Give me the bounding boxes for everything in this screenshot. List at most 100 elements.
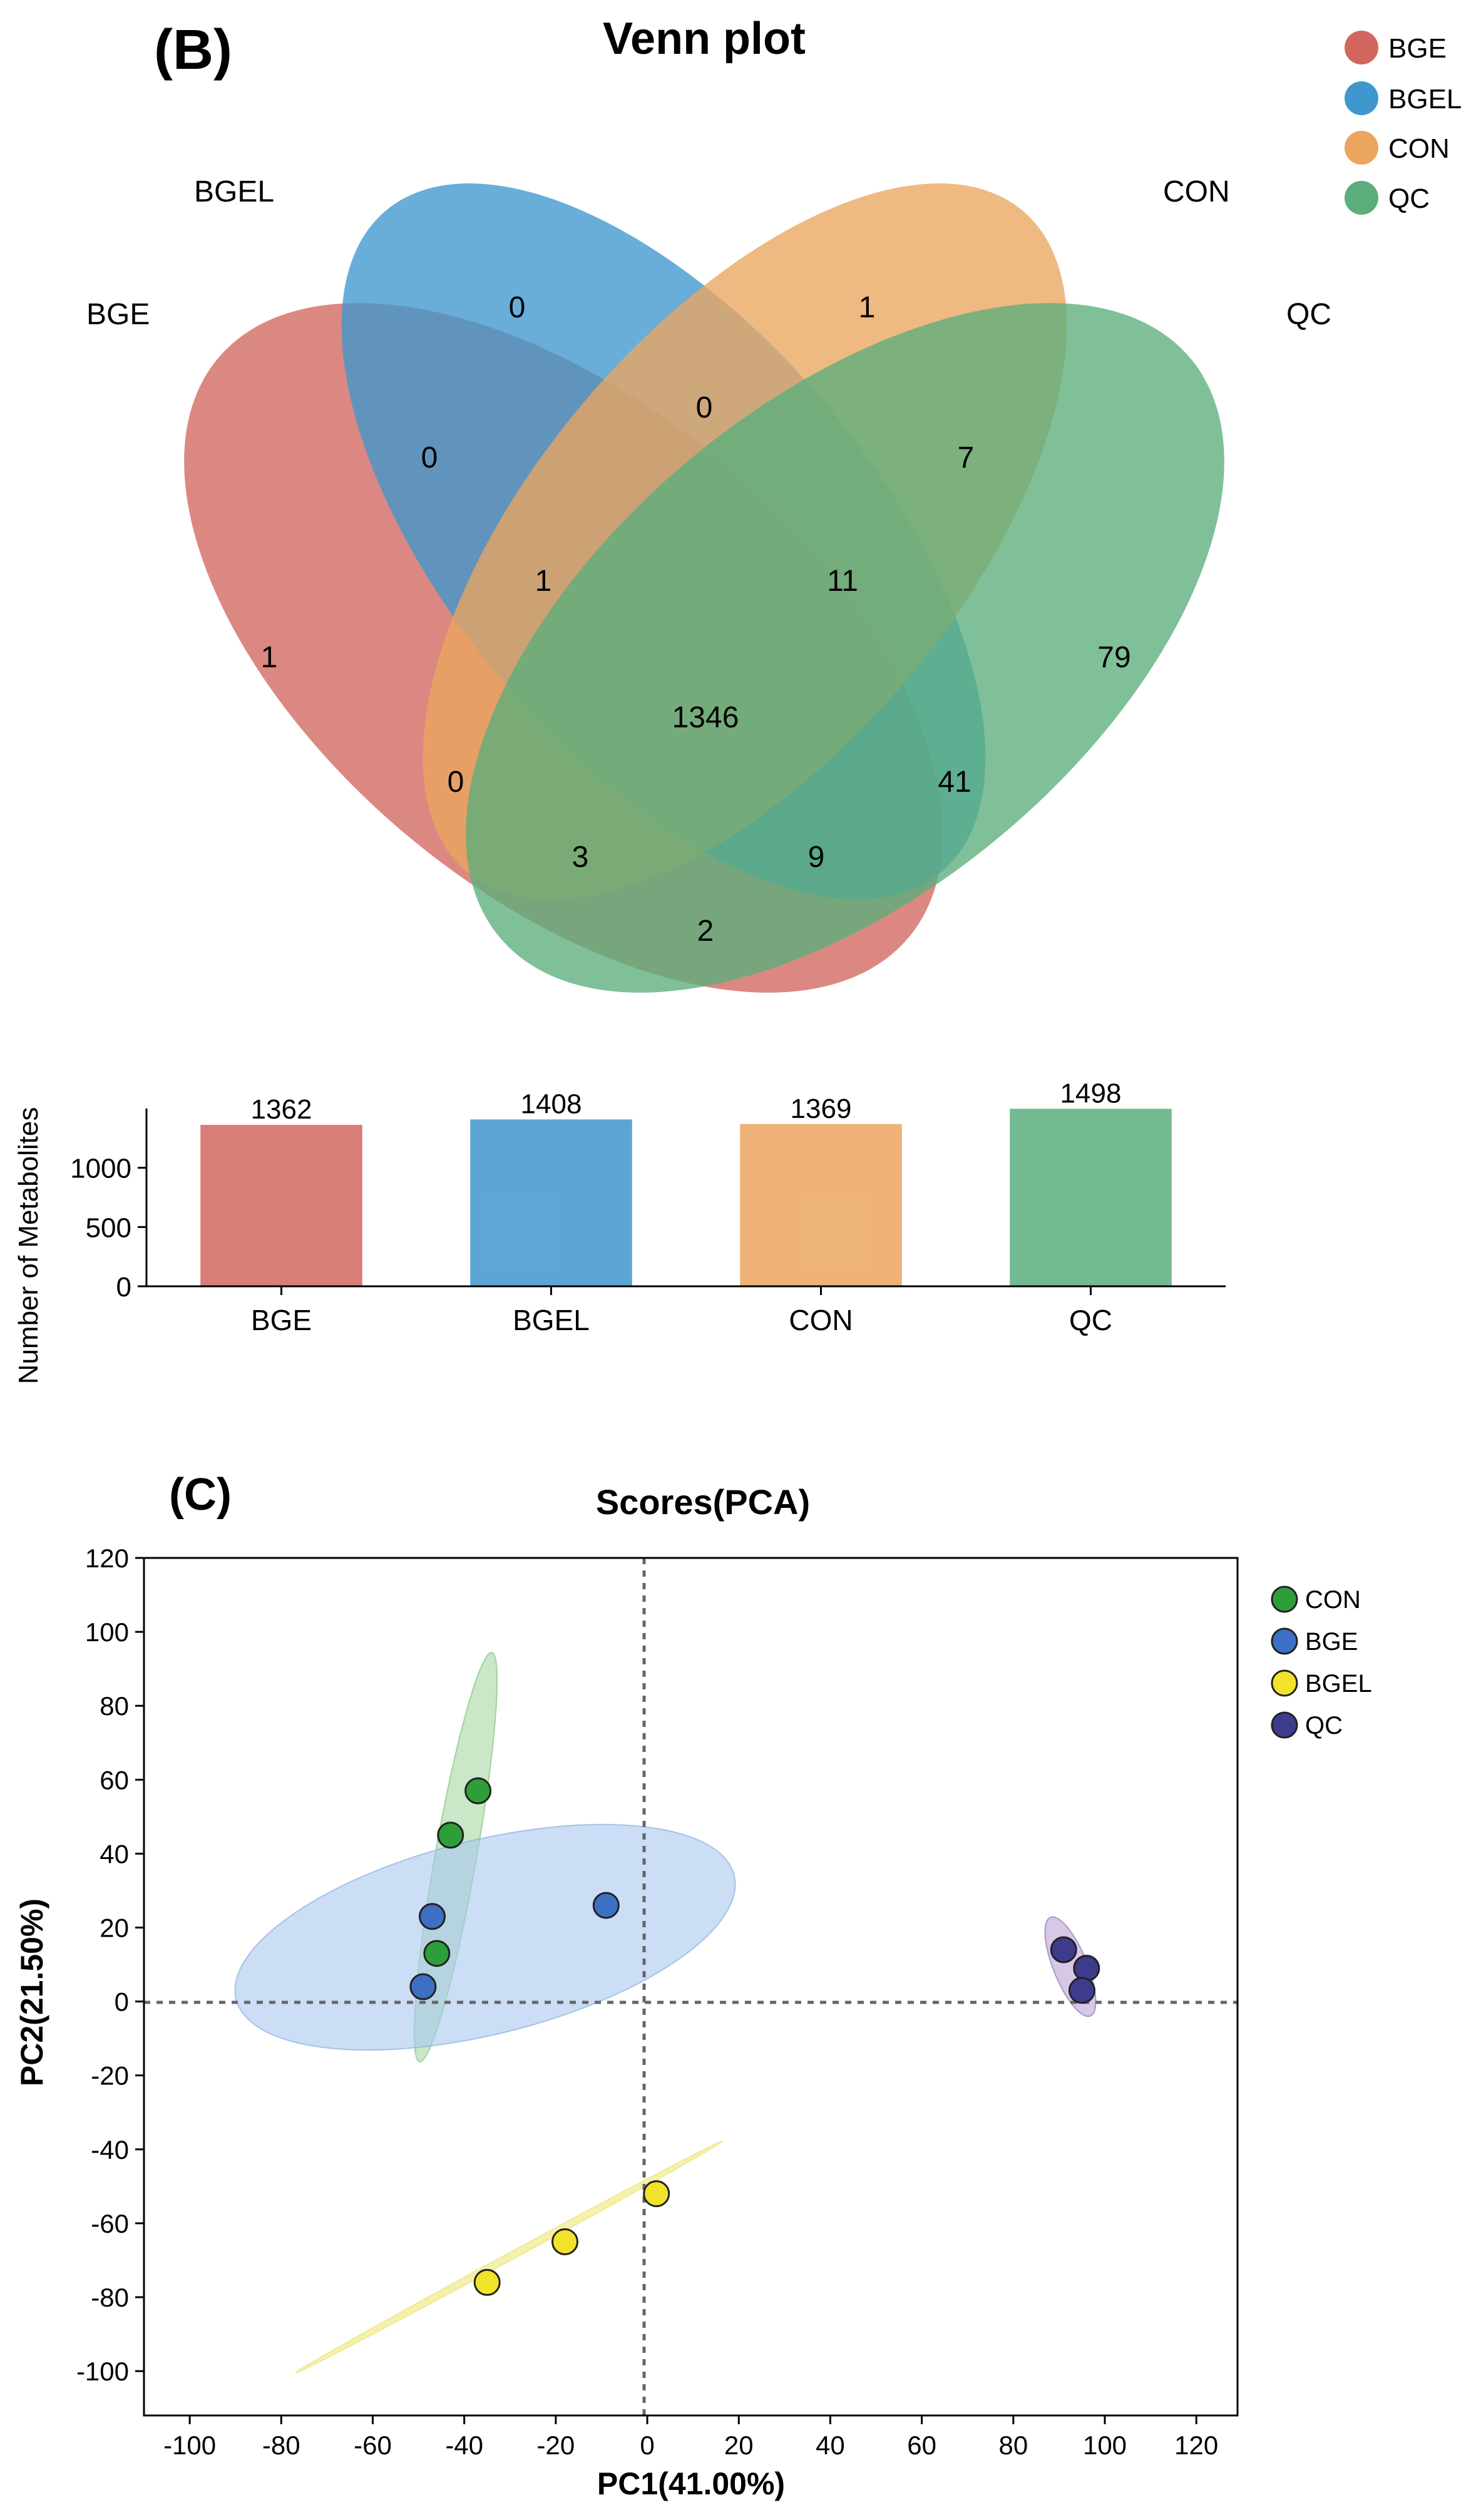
bar-value-label: 1408 [521,1088,582,1119]
pca-point-con [464,1777,492,1805]
venn-region-count: 2 [697,914,714,948]
pca-title: Scores(PCA) [596,1482,810,1522]
pca-y-tick-label: 120 [85,1544,129,1573]
venn-ellipses [184,183,1224,993]
pca-legend-swatch [1271,1669,1298,1697]
bar-y-axis-label: Number of Metabolites [13,1107,44,1385]
pca-legend-label: BGE [1305,1628,1358,1656]
pca-ellipse-bge [234,1823,736,2051]
pca-y-tick-label: 0 [115,1987,129,2017]
pca-y-tick-label: -20 [91,2061,129,2091]
pca-point-con [437,1821,464,1849]
venn-region-count: 1346 [672,701,739,734]
venn-legend-label: QC [1388,183,1430,214]
pca-ellipse-bgel [295,2141,723,2374]
pca-x-tick-label: 120 [1174,2430,1218,2460]
pca-point-bge [409,1973,437,2000]
pca-y-ticks: 120 100 80 60 40 20 0 -20 -40 -60 -80 -100 [76,1544,144,2386]
bar-axes [145,1109,1226,1288]
venn-legend-swatch [1345,31,1378,64]
bar [1010,1109,1172,1286]
bar-value-label: 1362 [251,1094,312,1125]
venn-set-label-bge: BGE [86,298,150,331]
pca-x-axis-label: PC1(41.00%) [597,2466,785,2501]
pca-x-tick-label: -100 [163,2430,216,2460]
venn-region-count: 11 [827,565,858,598]
bar-x-ticks: BGE BGEL CON QC [251,1286,1112,1336]
pca-x-tick-label: -20 [537,2430,575,2460]
pca-y-tick-label: -60 [91,2209,129,2238]
bar [470,1119,632,1286]
pca-x-tick-label: 20 [724,2430,754,2460]
pca-x-tick-label: 0 [640,2430,654,2460]
venn-legend: BGE BGEL CON QC [1345,31,1462,215]
bar-value-label: 1498 [1060,1078,1122,1109]
pca-point-qc [1050,1936,1077,1964]
venn-region-count: 9 [808,841,825,874]
venn-panel-label: (B) [154,19,232,81]
pca-point-bgel [473,2268,501,2296]
pca-x-tick-label: -80 [262,2430,300,2460]
pca-x-tick-label: -40 [445,2430,483,2460]
pca-legend-label: BGEL [1305,1670,1372,1698]
pca-y-axis-label: PC2(21.50%) [14,1898,49,2086]
pca-x-tick-label: 60 [907,2430,936,2460]
venn-title: Venn plot [603,14,806,64]
pca-point-qc [1073,1954,1100,1982]
venn-legend-label: BGE [1388,33,1447,64]
bar-y-tick-label: 500 [86,1212,131,1243]
pca-x-tick-label: 80 [998,2430,1028,2460]
pca-y-tick-label: 80 [100,1691,129,1721]
pca-legend-label: QC [1305,1712,1343,1739]
pca-x-ticks: -100 -80 -60 -40 -20 0 20 40 60 80 100 120 [163,2415,1218,2460]
pca-y-tick-label: 20 [100,1913,129,1943]
pca-point-bge [592,1892,620,1919]
pca-y-tick-label: 60 [100,1765,129,1795]
venn-set-label-qc: QC [1286,298,1331,331]
venn-region-count: 3 [572,841,589,874]
venn-region-count: 0 [448,766,464,799]
venn-legend-swatch [1345,181,1378,215]
venn-region-count: 7 [958,441,975,474]
pca-point-qc [1068,1977,1095,2004]
pca-legend-swatch [1271,1585,1298,1613]
venn-set-label-con: CON [1163,175,1230,208]
pca-x-tick-label: 40 [816,2430,845,2460]
venn-region-count: 1 [261,641,278,674]
pca-confidence-ellipses [234,1651,1097,2374]
pca-y-tick-label: -40 [91,2135,129,2164]
venn-region-count: 41 [938,766,971,799]
pca-panel-label: (C) [169,1470,232,1520]
venn-legend-swatch [1345,131,1378,165]
bar-y-tick-label: 1000 [70,1154,131,1184]
venn-region-count: 79 [1097,641,1130,674]
venn-region-count: 1 [535,565,552,598]
bar-y-tick-label: 0 [116,1272,131,1303]
venn-ellipse-qc [466,303,1224,993]
pca-point-bge [419,1903,446,1930]
pca-zero-lines [144,1558,1238,2415]
bar-x-tick-label: BGE [251,1304,312,1336]
bar-marks: 1362 1408 1369 1498 [200,1078,1172,1286]
venn-legend-label: CON [1388,133,1450,164]
venn-region-count: 0 [509,291,526,324]
bar-value-label: 1369 [791,1094,852,1124]
pca-legend: CON BGE BGEL QC [1271,1585,1372,1739]
bar [740,1124,902,1286]
pca-y-tick-label: 100 [85,1617,129,1647]
pca-point-con [423,1940,451,1967]
venn-panel: (B) Venn plot BGE BGEL CON QC 0 1 1 79 0… [86,14,1462,993]
bar-y-ticks: 0 500 1000 [70,1154,146,1303]
pca-legend-label: CON [1305,1586,1361,1614]
venn-legend-swatch [1345,81,1378,115]
bar-x-tick-label: QC [1069,1304,1112,1336]
pca-point-bgel [551,2228,578,2255]
venn-set-label-bgel: BGEL [194,175,274,208]
pca-plot-frame [143,1557,1239,2417]
pca-x-tick-label: 100 [1083,2430,1127,2460]
pca-point-bgel [643,2180,670,2208]
pca-legend-swatch [1271,1627,1298,1655]
venn-region-count: 0 [696,391,713,424]
bar-x-tick-label: BGEL [513,1304,590,1336]
